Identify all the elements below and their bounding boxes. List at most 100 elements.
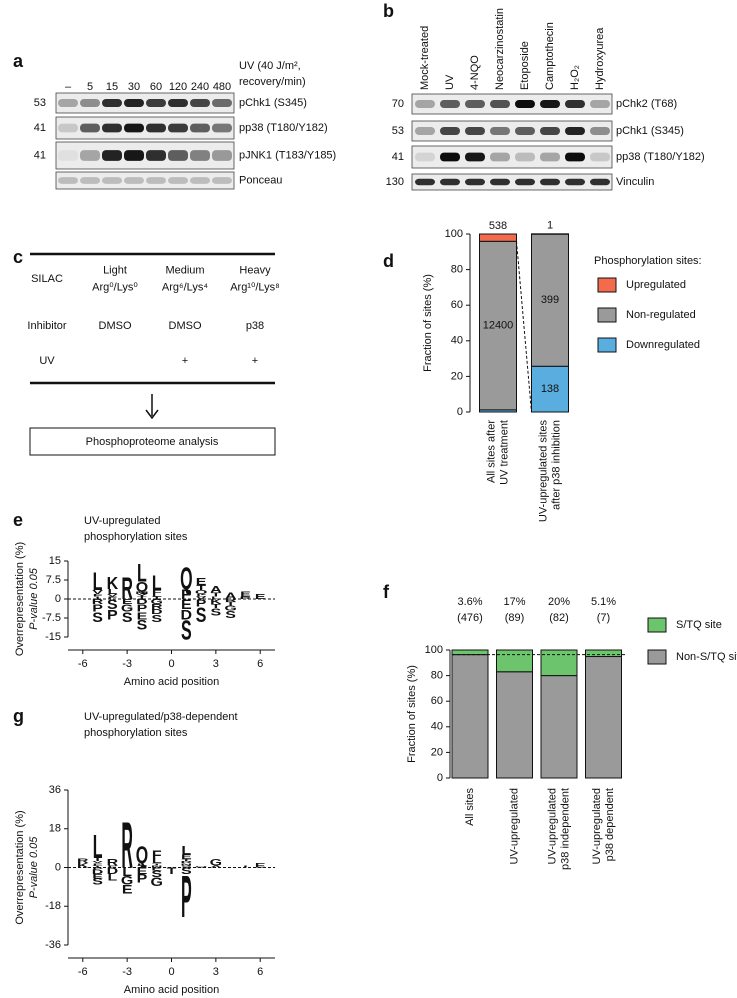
logo-letter: E (122, 598, 133, 606)
protein-label: Vinculin (616, 176, 654, 188)
logo-letter: Q (195, 866, 208, 868)
x-tick-label: UV-upregulated (508, 788, 520, 864)
bar-segment (531, 233, 569, 367)
logo-letter: T (211, 603, 222, 609)
logo-letter: M (135, 591, 148, 595)
logo-letter: S (151, 869, 162, 879)
y-tick-label: 80 (431, 670, 443, 682)
logo-letter: R (181, 861, 194, 864)
y-tick-label: 80 (451, 264, 463, 276)
logo-letter: E (181, 853, 192, 860)
y-tick-label: 20 (431, 746, 443, 758)
protein-label: pJNK1 (T183/Y185) (239, 149, 336, 161)
logo-letter: P (181, 864, 192, 931)
blot-band (415, 178, 435, 186)
blot-band (212, 177, 232, 184)
table-cell: + (182, 355, 188, 367)
logo-letter: A (225, 591, 237, 601)
logo-letter: F (93, 863, 103, 866)
blot-band (58, 123, 78, 133)
logo-letter: S (181, 614, 192, 646)
lane-label: 15 (106, 81, 118, 93)
blot-strip (55, 141, 235, 170)
blot-band (146, 99, 166, 107)
blot-band (440, 100, 460, 108)
blot-band (465, 152, 485, 162)
bar-segment (451, 649, 489, 656)
lane-label: 4-NQO (469, 55, 481, 90)
y-tick-label: 100 (445, 228, 463, 240)
logo-letter: E (255, 862, 266, 869)
logo-letter: N (151, 865, 163, 868)
protein-label: pChk1 (S345) (239, 97, 307, 109)
blot-band (440, 127, 460, 135)
zoom-line (516, 241, 532, 413)
y-axis-label: Fraction of sites (%) (406, 665, 418, 763)
x-tick-label: -3 (122, 658, 132, 670)
logo-letter: D (107, 866, 119, 876)
table-cell: SILAC (31, 273, 63, 285)
y-tick-label: -18 (45, 900, 61, 912)
table-cell: DMSO (169, 320, 202, 332)
logo-letter: R (121, 571, 133, 606)
bar-segment (479, 240, 517, 411)
logo-letter: E (255, 593, 266, 601)
logo-letter: G (210, 857, 222, 867)
logo-letter: S (92, 876, 103, 886)
logo-letter: R (107, 857, 119, 867)
blot-strip (55, 171, 235, 190)
blot-band (168, 99, 188, 107)
logo-letter: R (151, 603, 163, 611)
lane-label: Neocarzinostatin (494, 8, 506, 90)
logo-letter: I (95, 857, 99, 862)
logo-letter: R (240, 596, 252, 600)
y-tick-label: 0 (457, 406, 463, 418)
logo-letter: G (150, 598, 162, 606)
y-axis-label: Overrepresentation (%) (14, 810, 26, 924)
y-axis-label: Fraction of sites (%) (422, 274, 434, 372)
legend-label: Upregulated (626, 279, 686, 291)
logo-letter: L (107, 588, 117, 596)
logo-letter: L (152, 858, 162, 865)
blot-band (565, 127, 585, 135)
y-axis-label: P-value 0.05 (28, 567, 40, 630)
blot-band (58, 177, 78, 184)
x-tick-label: UV treatment (498, 420, 510, 485)
protein-label: pp38 (T180/Y182) (616, 151, 705, 163)
logo-letter: P (181, 587, 192, 603)
blot-band (540, 100, 560, 108)
blot-band (440, 152, 460, 162)
logo-letter: L (137, 560, 147, 587)
blot-band (540, 178, 560, 186)
logo-letter: D (151, 608, 163, 616)
x-tick-label: p38 independent (559, 788, 571, 870)
y-tick-label: 7.5 (46, 574, 61, 586)
blot-band (415, 100, 435, 108)
mw-label: 53 (34, 97, 46, 109)
logo-letter: T (181, 859, 191, 862)
logo-letter: T (93, 865, 103, 868)
blot-band (190, 150, 210, 161)
lane-label: 480 (213, 81, 231, 93)
logo-letter: T (226, 600, 237, 606)
lane-label: 240 (191, 81, 209, 93)
logo-letter: E (137, 866, 148, 876)
logo-letter: E (196, 576, 207, 588)
logo-letter: V (92, 589, 103, 595)
logo-letter: A (210, 865, 222, 868)
logo-letter: T (167, 866, 177, 876)
y-tick-label: 40 (431, 721, 443, 733)
legend-label: Non-regulated (626, 309, 696, 321)
x-tick-label: 3 (213, 658, 219, 670)
blot-band (490, 127, 510, 135)
result-box (29, 427, 276, 456)
blot-band (565, 152, 585, 162)
legend-label: S/TQ site (676, 619, 722, 631)
x-tick-label: 3 (213, 966, 219, 978)
bar-segment (479, 233, 517, 242)
treatment-label: UV (40 J/m², (239, 60, 301, 72)
logo-letter: Q (195, 589, 207, 595)
panel-label: b (383, 1, 394, 21)
lane-label: 60 (150, 81, 162, 93)
blot-band (124, 99, 144, 107)
